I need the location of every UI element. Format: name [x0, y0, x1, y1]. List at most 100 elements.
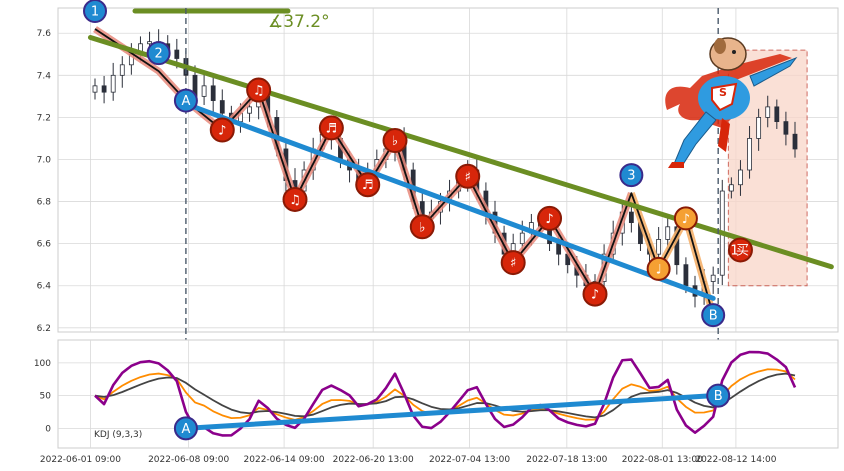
kdj-marker-0 — [173, 416, 198, 441]
marker-label-6: ♬ — [326, 121, 338, 136]
price-panel: 6.2 6.4 6.6 6.8 7.0 7.2 7.4 7.6 1 2 A ♪ ♫ ♫ ♬ ♬ ♭ ♭ ♯ ♯ ♪ ♪ 3 ♩… — [37, 0, 839, 448]
price-ytick-label: 6.8 — [37, 198, 52, 208]
candle-body-62 — [656, 239, 662, 255]
marker-2 — [173, 88, 198, 113]
marker-8 — [382, 128, 408, 154]
marker-13 — [582, 281, 608, 307]
marker-label-8: ♭ — [392, 134, 398, 149]
xtick-label: 2022-06-14 09:00 — [244, 455, 325, 465]
candle-body-3 — [119, 64, 125, 76]
svg-text:S: S — [719, 86, 727, 99]
price-ytick-label: 7.4 — [37, 71, 52, 81]
superman-dog-icon: S — [665, 37, 798, 168]
xtick-label: 2022-07-18 13:00 — [526, 455, 607, 465]
marker-5 — [282, 186, 308, 212]
xtick-label: 2022-07-04 13:00 — [429, 455, 510, 465]
buy-marker — [727, 237, 753, 263]
xtick-label: 2022-06-08 09:00 — [148, 455, 229, 465]
price-ytick-label: 7.0 — [37, 155, 52, 165]
kdj-marker-label-0: A — [181, 422, 190, 437]
candle-body-13 — [210, 85, 216, 101]
candle-body-77 — [792, 133, 798, 150]
kdj-ytick-label: 0 — [45, 424, 51, 434]
angle-label: ∡37.2° — [268, 12, 330, 32]
kdj-panel: 0 50 100 A B 2022-06-01 09:00 2022-06-08 09:00… — [34, 339, 839, 465]
marker-label-1: 2 — [154, 47, 162, 62]
marker-12 — [537, 205, 563, 231]
xtick-label: 2022-08-01 13:00 — [622, 455, 703, 465]
candle-body-47 — [519, 232, 525, 245]
marker-10 — [455, 163, 481, 189]
marker-label-3: ♪ — [218, 124, 226, 139]
marker-label-4: ♫ — [253, 84, 265, 99]
buy-marker-label: 买 — [736, 243, 749, 258]
candle-body-0 — [92, 85, 98, 93]
candle-body-72 — [747, 138, 752, 171]
marker-label-13: ♪ — [591, 288, 599, 303]
marker-label-16: ♪ — [682, 212, 690, 227]
marker-17 — [701, 303, 726, 328]
price-ytick-label: 7.2 — [37, 113, 51, 123]
candle-body-59 — [628, 211, 634, 223]
price-ytick-label: 7.6 — [37, 29, 52, 39]
marker-4 — [246, 77, 272, 103]
marker-1 — [146, 41, 171, 66]
marker-9 — [409, 214, 435, 240]
xtick-label: 2022-06-20 13:00 — [333, 455, 414, 465]
xtick-label: 2022-08-12 14:00 — [695, 455, 776, 465]
marker-label-12: ♪ — [545, 212, 553, 227]
kdj-series-J — [94, 350, 797, 437]
lower-trendline — [174, 98, 716, 301]
kdj-series-D — [94, 372, 796, 419]
candle-body-73 — [756, 117, 762, 139]
upper-trendline — [87, 34, 834, 270]
price-ytick-label: 6.4 — [37, 282, 52, 292]
marker-14 — [619, 163, 644, 188]
candle-body-2 — [110, 74, 116, 93]
marker-label-17: B — [709, 309, 718, 324]
marker-label-14: 3 — [627, 169, 635, 184]
marker-label-2: A — [181, 94, 190, 109]
marker-7 — [355, 172, 381, 198]
candle-body-51 — [556, 243, 562, 255]
marker-3 — [209, 117, 235, 143]
candle-body-70 — [728, 184, 734, 192]
marker-label-10: ♯ — [465, 170, 471, 185]
candle-body-1 — [101, 85, 107, 93]
price-ytick-label: 6.2 — [37, 324, 51, 334]
marker-label-7: ♬ — [362, 178, 374, 193]
buy-marker-numeral: 1 — [730, 243, 738, 258]
candle-body-63 — [665, 226, 671, 240]
marker-11 — [500, 250, 526, 276]
kdj-ytick-label: 100 — [34, 359, 51, 369]
marker-label-9: ♭ — [419, 220, 425, 235]
candle-body-17 — [247, 106, 252, 114]
marker-15 — [646, 256, 671, 281]
xtick-label: 2022-06-01 09:00 — [40, 455, 121, 465]
candle-body-9 — [174, 49, 180, 59]
kdj-ytick-label: 50 — [40, 392, 52, 402]
marker-16 — [673, 206, 698, 231]
marker-0 — [83, 0, 107, 24]
candle-body-74 — [765, 106, 771, 118]
candle-body-68 — [710, 274, 716, 282]
kdj-marker-1 — [706, 383, 731, 408]
marker-label-11: ♯ — [510, 256, 516, 271]
candle-body-65 — [683, 264, 689, 287]
marker-6 — [318, 115, 344, 141]
kdj-divergence-line — [183, 393, 716, 431]
candle-body-71 — [738, 169, 743, 186]
candle-body-6 — [147, 41, 152, 45]
kdj-marker-label-1: B — [714, 389, 723, 404]
candle-body-14 — [219, 100, 225, 114]
candle-body-76 — [783, 121, 789, 135]
kdj-legend-label: KDJ (9,3,3) — [94, 430, 142, 440]
candle-body-12 — [201, 85, 207, 97]
marker-label-15: ♩ — [656, 262, 662, 277]
price-ytick-label: 6.6 — [37, 240, 52, 250]
candle-body-75 — [774, 106, 780, 123]
marker-label-5: ♫ — [289, 193, 301, 208]
marker-label-0: 1 — [91, 5, 99, 20]
